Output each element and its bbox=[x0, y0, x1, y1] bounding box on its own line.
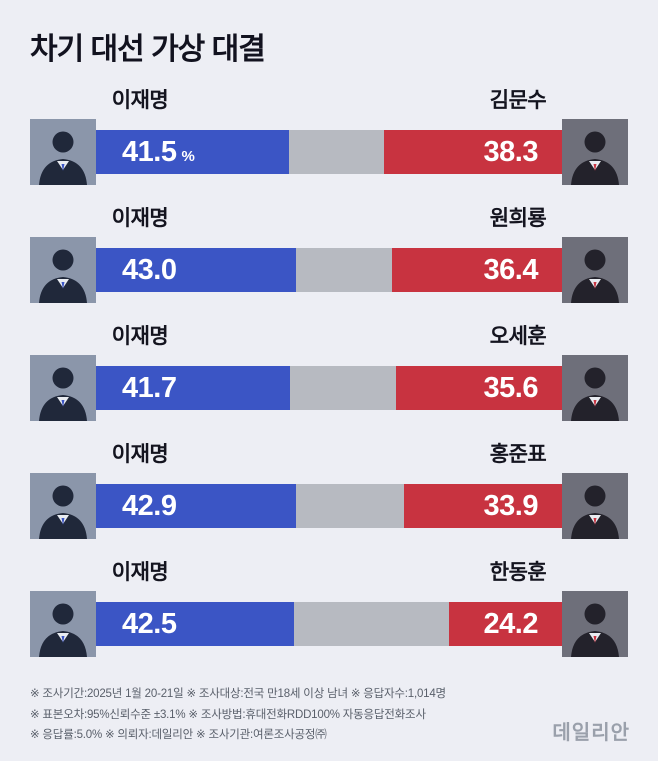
matchup-bar: 42.5 24.2 bbox=[96, 602, 562, 646]
bar-gap bbox=[296, 248, 393, 292]
matchup-bar: 41.7 35.6 bbox=[96, 366, 562, 410]
note-line: ※ 응답률:5.0% ※ 의뢰자:데일리안 ※ 조사기관:여론조사공정㈜ bbox=[30, 729, 327, 742]
matchup-row: 이재명 한동훈 42.5 24.2 bbox=[30, 556, 628, 657]
value-left: 41.5 bbox=[122, 135, 177, 168]
matchup-row: 이재명 원희룡 43.0 36.4 bbox=[30, 202, 628, 303]
value-right: 38.3 bbox=[483, 135, 539, 168]
bar-line: 41.5 % 38.3 bbox=[30, 119, 628, 185]
candidate-name-left: 이재명 bbox=[111, 443, 169, 466]
value-right: 24.2 bbox=[483, 607, 539, 640]
unit-label: % bbox=[181, 148, 195, 165]
note-line: ※ 표본오차:95%신뢰수준 ±3.1% ※ 조사방법:휴대전화RDD100% … bbox=[30, 708, 426, 721]
person-silhouette-icon bbox=[562, 591, 628, 657]
bar-line: 41.7 35.6 bbox=[30, 355, 628, 421]
person-silhouette-icon bbox=[30, 237, 96, 303]
bar-gap bbox=[289, 130, 384, 174]
person-silhouette-icon bbox=[30, 473, 96, 539]
bar-right: 38.3 bbox=[383, 130, 562, 174]
bar-right: 24.2 bbox=[449, 602, 562, 646]
matchup-bar: 43.0 36.4 bbox=[96, 248, 562, 292]
candidate-name-right: 김문수 bbox=[489, 89, 547, 112]
candidate-names: 이재명 원희룡 bbox=[30, 202, 628, 232]
candidate-photo-right bbox=[562, 119, 628, 185]
matchup-bar: 42.9 33.9 bbox=[96, 484, 562, 528]
value-right: 35.6 bbox=[483, 371, 539, 404]
candidate-names: 이재명 홍준표 bbox=[30, 438, 628, 468]
bar-line: 42.9 33.9 bbox=[30, 473, 628, 539]
value-left: 43.0 bbox=[122, 253, 177, 286]
page-title: 차기 대선 가상 대결 bbox=[30, 33, 266, 66]
publisher-logo: 데일리안 bbox=[552, 722, 630, 744]
candidate-name-left: 이재명 bbox=[111, 207, 169, 230]
bar-gap bbox=[290, 366, 397, 410]
candidate-name-left: 이재명 bbox=[111, 561, 169, 584]
bar-gap bbox=[294, 602, 450, 646]
bar-left: 42.5 bbox=[96, 602, 295, 646]
candidate-name-right: 홍준표 bbox=[489, 443, 547, 466]
bar-left: 41.5 % bbox=[96, 130, 290, 174]
candidate-photo-left bbox=[30, 355, 96, 421]
matchup-row: 이재명 오세훈 41.7 35.6 bbox=[30, 320, 628, 421]
candidate-name-left: 이재명 bbox=[111, 325, 169, 348]
candidate-name-right: 한동훈 bbox=[489, 561, 547, 584]
candidate-photo-left bbox=[30, 591, 96, 657]
candidate-names: 이재명 김문수 bbox=[30, 84, 628, 114]
value-left: 42.9 bbox=[122, 489, 177, 522]
bar-line: 43.0 36.4 bbox=[30, 237, 628, 303]
value-right: 36.4 bbox=[483, 253, 539, 286]
bar-right: 33.9 bbox=[404, 484, 562, 528]
person-silhouette-icon bbox=[562, 237, 628, 303]
candidate-photo-left bbox=[30, 119, 96, 185]
candidate-name-right: 오세훈 bbox=[489, 325, 547, 348]
note-line: ※ 조사기간:2025년 1월 20-21일 ※ 조사대상:전국 만18세 이상… bbox=[30, 688, 446, 700]
value-left: 41.7 bbox=[122, 371, 177, 404]
person-silhouette-icon bbox=[30, 119, 96, 185]
person-silhouette-icon bbox=[30, 591, 96, 657]
candidate-photo-left bbox=[30, 473, 96, 539]
candidate-photo-left bbox=[30, 237, 96, 303]
candidate-name-right: 원희룡 bbox=[489, 207, 547, 230]
matchup-bar: 41.5 % 38.3 bbox=[96, 130, 562, 174]
candidate-names: 이재명 오세훈 bbox=[30, 320, 628, 350]
bar-left: 41.7 bbox=[96, 366, 291, 410]
value-right: 33.9 bbox=[483, 489, 539, 522]
person-silhouette-icon bbox=[30, 355, 96, 421]
bar-left: 42.9 bbox=[96, 484, 296, 528]
candidate-name-left: 이재명 bbox=[111, 89, 169, 112]
matchup-list: 이재명 김문수 41.5 % 38.3 bbox=[0, 68, 658, 657]
person-silhouette-icon bbox=[562, 119, 628, 185]
value-left: 42.5 bbox=[122, 607, 177, 640]
bar-line: 42.5 24.2 bbox=[30, 591, 628, 657]
person-silhouette-icon bbox=[562, 355, 628, 421]
matchup-row: 이재명 김문수 41.5 % 38.3 bbox=[30, 84, 628, 185]
candidate-photo-right bbox=[562, 473, 628, 539]
bar-gap bbox=[295, 484, 405, 528]
bar-left: 43.0 bbox=[96, 248, 297, 292]
candidate-photo-right bbox=[562, 355, 628, 421]
matchup-row: 이재명 홍준표 42.9 33.9 bbox=[30, 438, 628, 539]
candidate-names: 이재명 한동훈 bbox=[30, 556, 628, 586]
bar-right: 35.6 bbox=[396, 366, 562, 410]
candidate-photo-right bbox=[562, 237, 628, 303]
candidate-photo-right bbox=[562, 591, 628, 657]
survey-methodology-notes: ※ 조사기간:2025년 1월 20-21일 ※ 조사대상:전국 만18세 이상… bbox=[0, 674, 658, 746]
person-silhouette-icon bbox=[562, 473, 628, 539]
bar-right: 36.4 bbox=[392, 248, 562, 292]
